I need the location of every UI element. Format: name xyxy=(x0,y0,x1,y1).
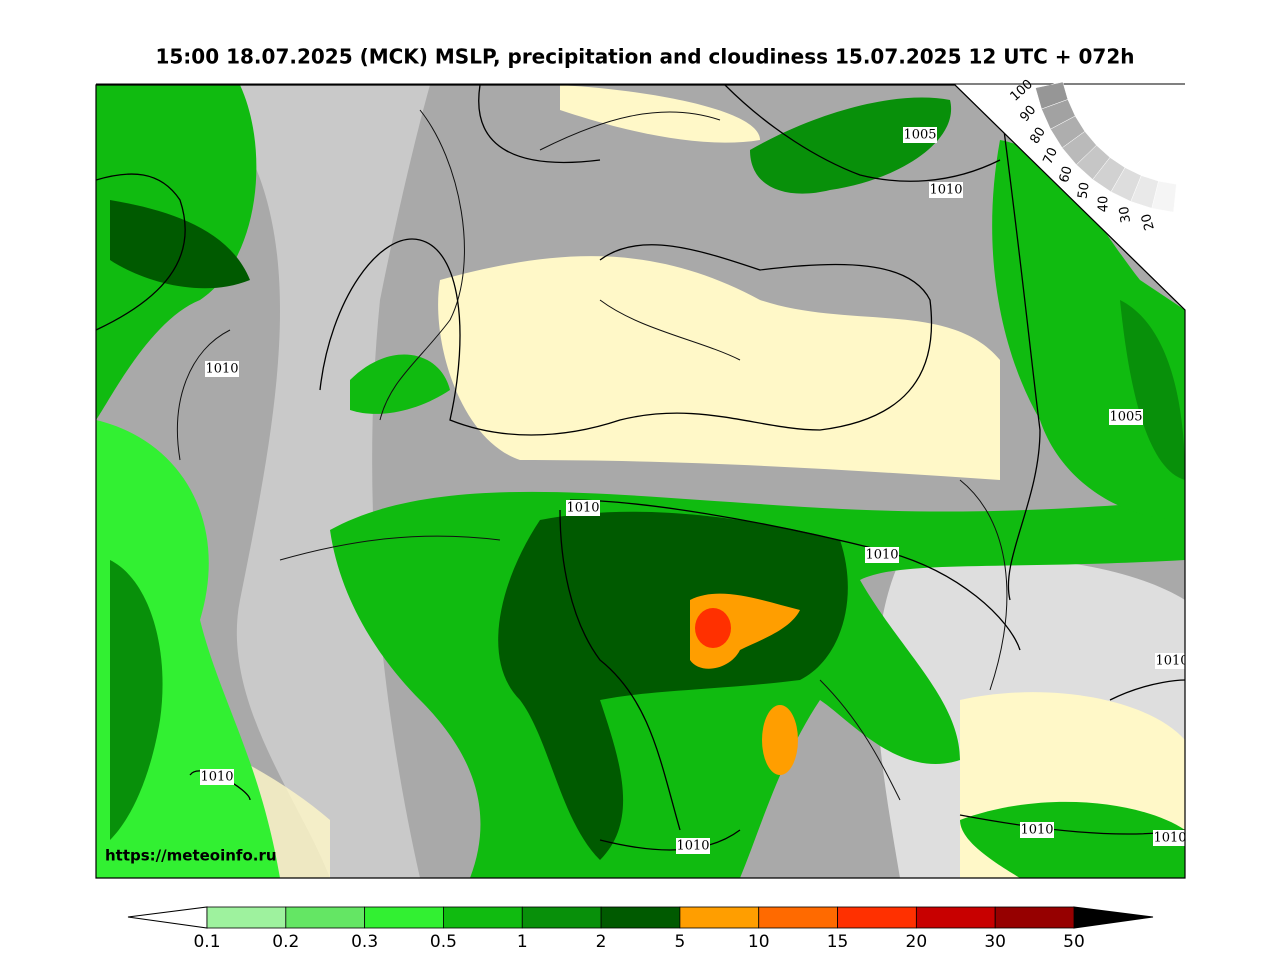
colorbar-label: 0.2 xyxy=(272,932,299,952)
colorbar-box xyxy=(994,906,1075,929)
isobar-label-bg xyxy=(676,838,710,854)
isobar-label: 1010 xyxy=(929,183,962,198)
colorbar-box xyxy=(443,906,523,929)
colorbar-label: 2 xyxy=(596,932,607,952)
colorbar-label: 0.3 xyxy=(351,932,378,952)
colorbar-label: 15 xyxy=(827,932,849,952)
cloudiness-label: 90 xyxy=(1017,103,1039,125)
isobar-label: 1010 xyxy=(200,770,233,785)
isobar-label-bg xyxy=(566,500,600,516)
colorbar-label: 5 xyxy=(674,932,685,952)
isobar-label-bg xyxy=(1155,653,1185,669)
colorbar-box xyxy=(758,906,838,929)
isobar-label-bg xyxy=(903,127,937,143)
colorbar-box xyxy=(600,906,681,929)
isobar-label: 1005 xyxy=(1109,410,1142,425)
cloudiness-label: 50 xyxy=(1076,181,1093,199)
source-url: https://meteoinfo.ru xyxy=(105,847,277,865)
colorbar-label: 20 xyxy=(906,932,928,952)
isobar-label: 1010 xyxy=(566,501,599,516)
map: 1005 1010 1010 1005 1010 1010 1010 1010 1010 1010… xyxy=(95,77,1188,879)
title: 15:00 18.07.2025 (MCK) MSLP, precipitati… xyxy=(155,45,1134,69)
isobar-label-bg xyxy=(1109,409,1143,425)
cloudiness-label: 20 xyxy=(1139,212,1158,232)
colorbar-label: 1 xyxy=(517,932,528,952)
cloudiness-label: 80 xyxy=(1027,125,1048,147)
isobar-label-bg xyxy=(205,361,239,377)
cloudiness-label: 60 xyxy=(1057,164,1076,184)
isobar-label: 1010 xyxy=(1020,823,1053,838)
colorbar-box xyxy=(206,906,287,929)
isobar-label: 1005 xyxy=(903,128,936,143)
isobar-label-bg xyxy=(929,182,963,198)
precipitation-colorbar: 0.1 0.2 0.3 0.5 1 2 5 10 15 20 30 50 xyxy=(127,906,1154,952)
isobar-label-bg xyxy=(865,547,899,563)
cloudiness-label: 40 xyxy=(1097,196,1112,213)
isobar-label-bg xyxy=(1153,830,1185,846)
colorbar-box xyxy=(679,906,760,929)
cloudiness-label: 70 xyxy=(1041,145,1061,166)
isobar-label: 1010 xyxy=(865,548,898,563)
colorbar-label: 30 xyxy=(984,932,1006,952)
cloudiness-label: 100 xyxy=(1008,77,1036,105)
isobar-label: 1010 xyxy=(1155,654,1188,669)
colorbar-box xyxy=(837,906,917,929)
colorbar-label: 10 xyxy=(748,932,770,952)
colorbar-label: 0.5 xyxy=(430,932,457,952)
colorbar-label: 0.1 xyxy=(193,932,220,952)
isobar-label: 1010 xyxy=(1153,831,1186,846)
colorbar-box xyxy=(285,906,366,929)
isobar-labels: 1005 1010 1010 1005 1010 1010 1010 1010 1010 1010… xyxy=(200,127,1188,854)
cloudiness-segment xyxy=(1151,180,1177,213)
colorbar-box xyxy=(521,906,602,929)
isobar-label-bg xyxy=(1020,822,1054,838)
isobar-label: 1010 xyxy=(676,839,709,854)
isobar-label-bg xyxy=(200,769,234,785)
colorbar-label: 50 xyxy=(1063,932,1085,952)
colorbar-box xyxy=(915,906,996,929)
colorbar-box xyxy=(364,906,444,929)
isobar-label: 1010 xyxy=(205,362,238,377)
cloudiness-label: 30 xyxy=(1117,205,1134,223)
